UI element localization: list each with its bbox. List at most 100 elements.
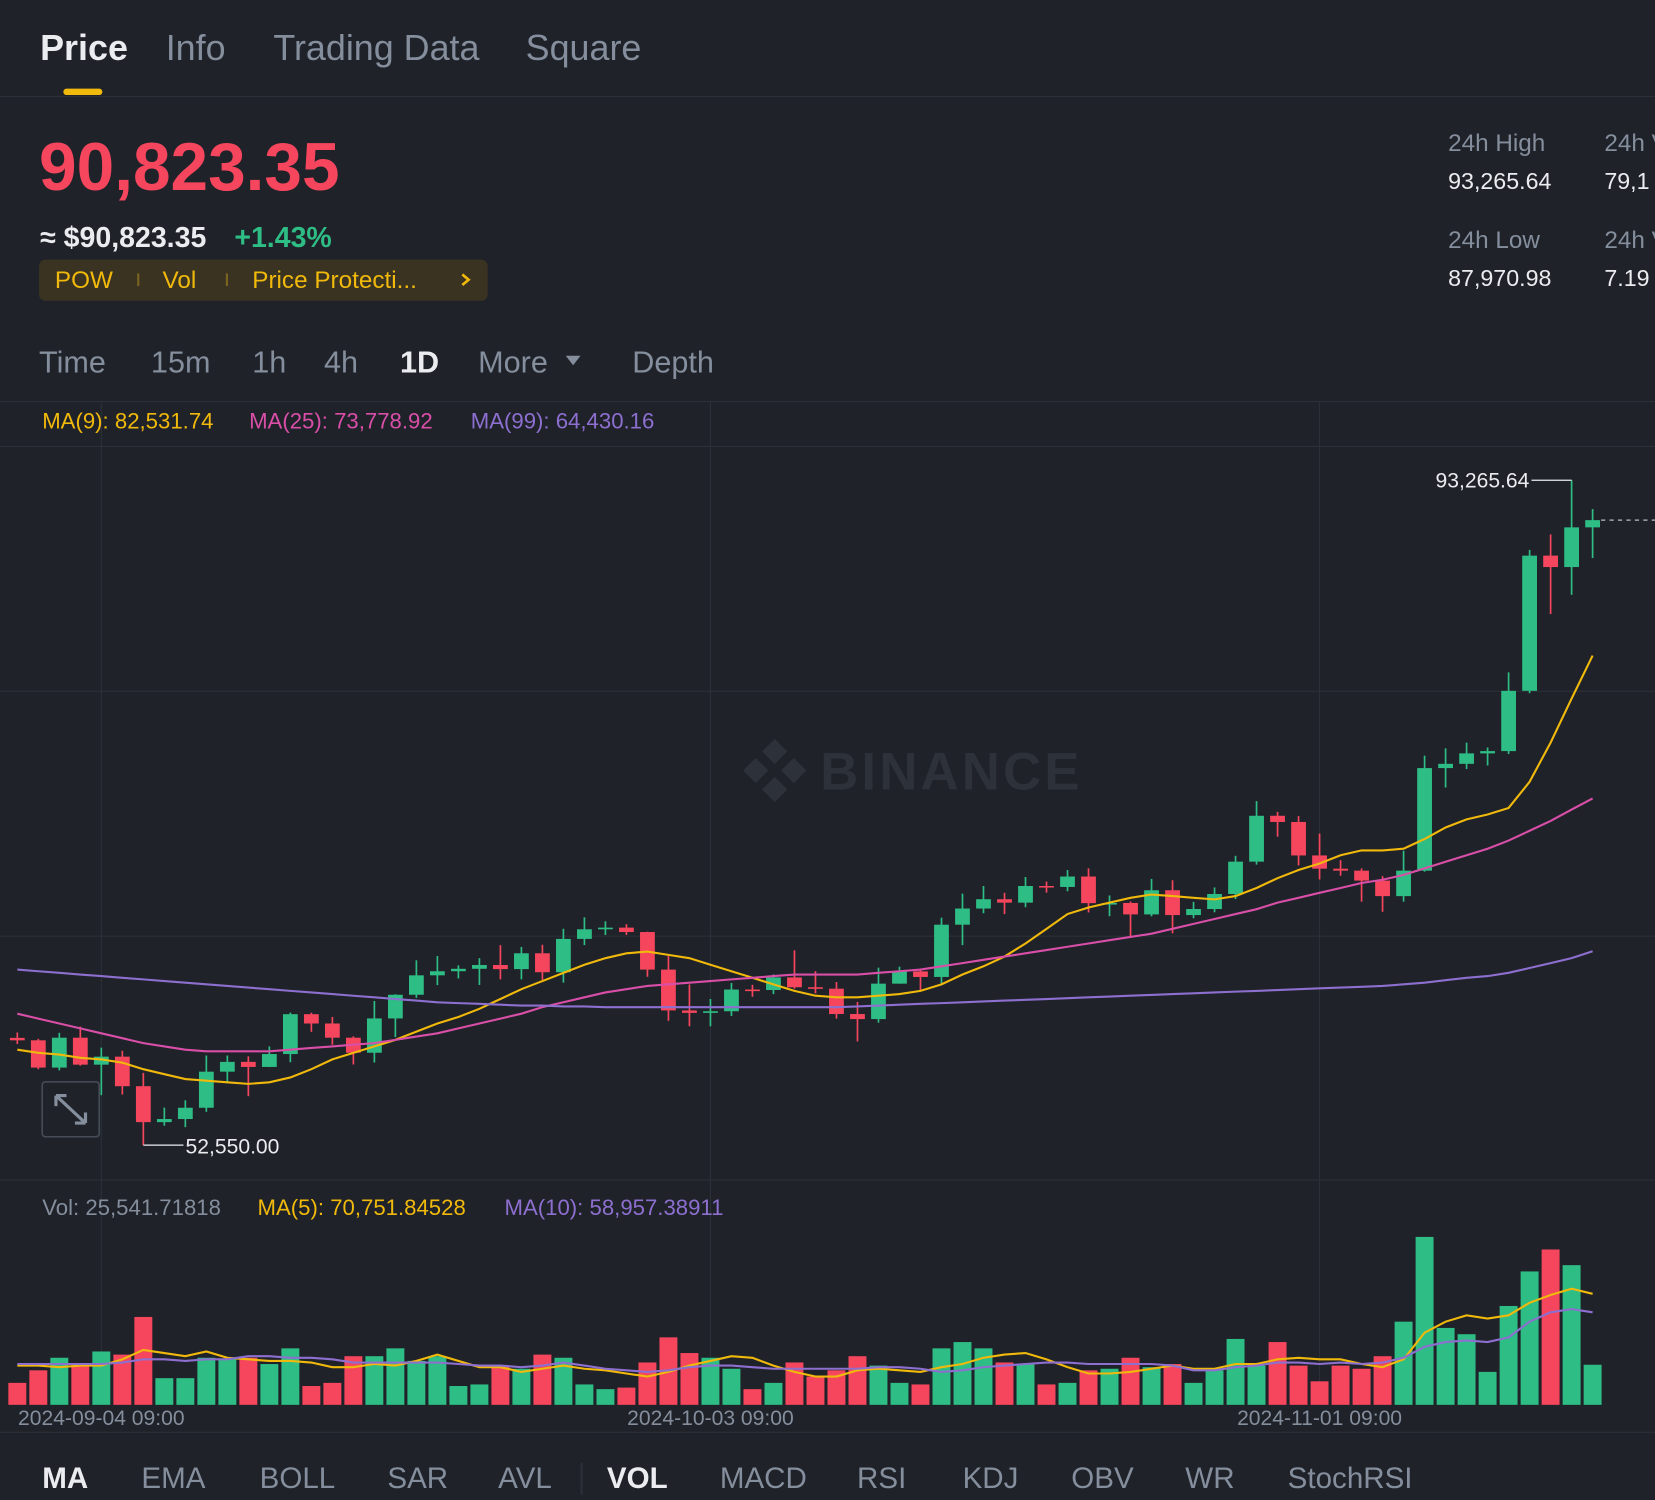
candle-body [661,969,676,1011]
candle-body [934,924,949,977]
volume-bar [1583,1364,1602,1405]
volume-bar [1163,1364,1182,1405]
tag-bar[interactable] [39,259,488,301]
expand-button[interactable] [41,1081,101,1138]
volume-bar [386,1348,405,1405]
volume-bar [911,1384,930,1405]
interval-option[interactable]: 15m [150,346,211,380]
candle-body [1060,876,1075,887]
volume-bar [1142,1367,1161,1405]
candle-body [1144,890,1159,915]
ma-line [17,1287,1593,1378]
tab[interactable]: Price [40,28,128,69]
indicator-option[interactable]: SAR [387,1461,449,1495]
interval-option[interactable]: Depth [632,346,714,380]
indicator-option[interactable]: StochRSI [1287,1461,1413,1495]
vol-legend: Vol: 25,541.71818 [42,1195,221,1221]
indicator-option[interactable]: BOLL [259,1461,336,1495]
volume-bar [1562,1265,1581,1405]
volume-bar [281,1348,300,1405]
tab[interactable]: Square [525,28,642,69]
indicator-option[interactable]: MA [42,1461,89,1495]
candle-body [198,1071,214,1108]
candle-body [408,975,424,995]
volume-bar [428,1356,447,1405]
tab[interactable]: Info [165,28,226,69]
volume-bar [1310,1381,1329,1405]
indicator-option[interactable]: RSI [857,1461,907,1495]
candle-body [808,987,823,989]
volume-bar [239,1357,258,1405]
watermark-logo [743,738,807,803]
candle-body [1501,690,1516,752]
volume-bar [1016,1364,1035,1405]
volume-bar [1415,1236,1434,1405]
candle-body [682,1010,697,1013]
candle-body [577,929,592,939]
volume-bar [722,1368,741,1405]
volume-bar [890,1382,909,1405]
ma-legend: MA(25): 73,778.92 [249,409,433,434]
indicator-option[interactable]: OBV [1071,1461,1134,1495]
candle-body [261,1054,277,1067]
chevron-icon [461,273,471,286]
candle-body [1438,763,1453,769]
candle-body [871,983,886,1020]
candle-body [451,968,466,972]
indicator-option[interactable]: KDJ [962,1461,1019,1495]
tag[interactable]: Vol [162,265,197,294]
candle-body [9,1037,25,1041]
candle-body [955,908,970,925]
divider [0,401,1655,403]
separator [580,1462,583,1495]
volume-bar [1058,1382,1077,1405]
volume-bar [407,1360,426,1405]
stat-label: 24h High [1448,128,1546,157]
candle-body [1165,890,1180,916]
interval-option[interactable]: 1h [252,346,287,380]
tag[interactable]: Price Protecti... [252,265,417,294]
candle-body [324,1023,340,1038]
volume-bar [1457,1334,1476,1405]
volume-bar [470,1384,489,1405]
candle-body [30,1040,46,1068]
interval-option[interactable]: Time [39,346,106,380]
volume-bar [764,1382,783,1405]
candle-body [724,989,739,1012]
volume-bar [827,1370,846,1405]
volume-bar [1394,1321,1413,1405]
candle-body [1039,885,1054,888]
indicator-option[interactable]: VOL [606,1461,668,1495]
indicator-option[interactable]: AVL [498,1461,552,1495]
expand-icon [54,1094,88,1125]
interval-option[interactable]: 1D [400,346,440,380]
candle-body [219,1061,235,1072]
volume-bar [953,1342,972,1405]
indicator-option[interactable]: WR [1185,1461,1235,1495]
candle-body [787,977,802,988]
candle-body [303,1014,319,1024]
indicator-option[interactable]: EMA [141,1461,206,1495]
interval-option[interactable]: More [478,346,548,380]
candle-body [472,965,487,969]
candle-body [1354,870,1369,881]
usd-price: ≈ $90,823.35 [40,221,207,254]
candle-body [1585,520,1601,528]
volume-bar [596,1389,615,1405]
candle-body [1207,893,1222,910]
volume-bar [365,1356,384,1405]
volume-bar [29,1370,48,1405]
volume-bar [680,1353,699,1405]
high-label: 93,265.64 [1436,470,1530,493]
volume-bar [323,1382,342,1405]
volume-bar [1226,1338,1245,1405]
tag[interactable]: POW [54,265,113,294]
candle-body [997,899,1012,903]
interval-option[interactable]: 4h [324,346,359,380]
tab[interactable]: Trading Data [273,28,480,69]
stat-label: 24h V [1604,128,1655,157]
ma-line [17,655,1594,1085]
volume-bar [806,1376,825,1405]
indicator-option[interactable]: MACD [719,1461,807,1495]
ma-line [17,950,1593,1009]
